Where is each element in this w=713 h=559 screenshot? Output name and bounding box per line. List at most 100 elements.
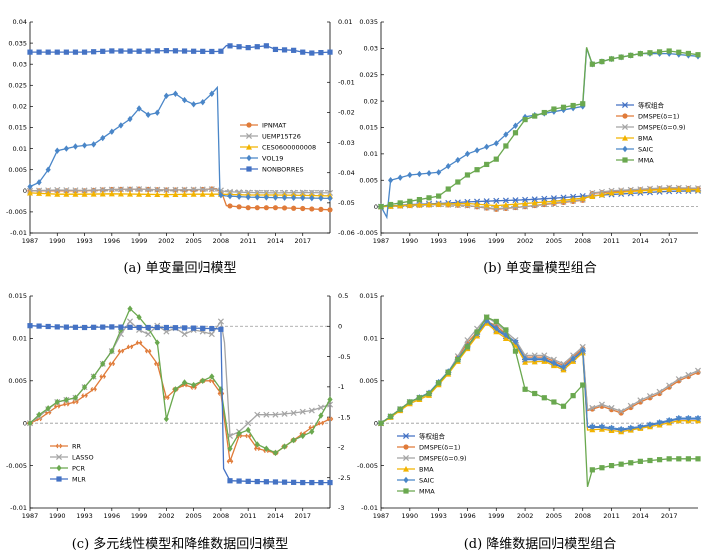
data-point	[109, 347, 115, 355]
legend-label: MMA	[638, 156, 654, 164]
data-point	[675, 186, 682, 192]
legend-marker	[56, 476, 62, 482]
data-point	[560, 403, 567, 409]
data-point	[551, 108, 557, 115]
data-point	[407, 198, 413, 204]
data-point	[589, 189, 596, 196]
x-tick-label: 2017	[294, 512, 311, 520]
data-point	[484, 314, 490, 320]
x-tick-label: 2011	[603, 512, 620, 520]
data-point	[63, 396, 69, 404]
data-point	[45, 49, 51, 55]
data-point	[263, 43, 269, 49]
data-point	[81, 324, 88, 331]
data-point	[666, 456, 672, 462]
legend-marker	[402, 454, 410, 462]
data-point	[646, 393, 653, 400]
data-point	[200, 377, 206, 384]
data-point	[227, 445, 233, 452]
data-point	[191, 325, 197, 331]
data-point	[436, 169, 442, 176]
data-point	[521, 196, 529, 203]
data-point	[579, 343, 586, 350]
data-point	[378, 204, 384, 210]
data-point	[541, 199, 548, 205]
series-LASSO	[26, 318, 334, 439]
data-point	[263, 479, 269, 485]
x-tick-label: 2005	[185, 512, 202, 520]
data-point	[72, 49, 79, 55]
data-point	[172, 186, 179, 193]
data-point	[676, 456, 682, 462]
data-point	[163, 186, 170, 193]
data-point	[512, 348, 519, 354]
data-point	[309, 206, 315, 212]
y2-tick-label: -2	[338, 444, 344, 452]
x-tick-label: 1996	[104, 512, 121, 520]
data-point	[608, 56, 615, 62]
x-tick-label: 1993	[76, 237, 93, 245]
legend-label: RR	[72, 442, 82, 450]
data-point	[550, 198, 557, 204]
x-tick-label: 2002	[517, 512, 534, 520]
legend-label: SAIC	[638, 145, 654, 153]
y-tick-label: 0.015	[359, 124, 378, 132]
panel-caption: (b) 单变量模型组合	[483, 260, 597, 276]
y-tick-label: -0.005	[357, 462, 378, 470]
x-tick-label: 1990	[49, 512, 66, 520]
x-tick-label: 2011	[240, 237, 257, 245]
series-line	[380, 319, 698, 430]
data-point	[327, 207, 333, 213]
chart-panel-b: -0.005 0 0.005 0.01 0.015 0.02 0.025 0.03 0.035 1…	[357, 18, 702, 276]
data-point	[464, 344, 471, 350]
x-tick-label: 2011	[603, 237, 620, 245]
data-point	[181, 325, 188, 331]
data-point	[53, 403, 61, 409]
y-tick-label: 0.015	[8, 124, 27, 132]
legend: IPNMAT UEMP15T26 CES0600000008 VOL19 NONBORR…	[240, 121, 316, 173]
data-point	[63, 49, 69, 55]
x-tick-label: 1990	[402, 237, 419, 245]
data-point	[598, 401, 605, 408]
data-point	[666, 382, 673, 389]
legend-marker	[55, 453, 63, 461]
data-point	[676, 49, 682, 55]
data-point	[618, 408, 625, 415]
y2-tick-label: 0.5	[338, 292, 348, 300]
legend: 等权组合 DMSPE(δ=1) DMSPE(δ=0.9) BMA SAIC MMA	[397, 431, 467, 495]
data-point	[208, 191, 215, 197]
data-point	[318, 206, 324, 212]
data-point	[291, 47, 297, 53]
legend-marker	[621, 101, 629, 109]
series-line	[29, 307, 331, 454]
data-point	[199, 191, 206, 197]
x-tick-label: 2008	[213, 512, 230, 520]
legend-label: NONBORRES	[262, 165, 304, 173]
data-point	[118, 48, 124, 54]
data-point	[181, 191, 188, 197]
x-tick-label: 1990	[402, 512, 419, 520]
data-point	[627, 402, 634, 409]
data-point	[483, 198, 490, 205]
data-point	[426, 201, 433, 207]
data-point	[599, 465, 605, 471]
data-point	[291, 205, 297, 211]
y2-tick-label: 0.01	[338, 18, 352, 26]
series-BMA	[378, 186, 701, 210]
y-tick-label: -0.01	[10, 504, 27, 512]
y-tick-label: 0.005	[359, 176, 378, 184]
series-DMSPE(δ=0.9)	[377, 314, 702, 427]
data-point	[309, 50, 315, 56]
legend-label: 等权组合	[419, 431, 446, 440]
data-point	[435, 200, 442, 207]
data-point	[541, 352, 548, 359]
data-point	[502, 197, 509, 204]
x-tick-label: 1993	[76, 512, 93, 520]
data-point	[163, 324, 169, 331]
data-point	[541, 395, 547, 401]
data-point	[154, 48, 160, 54]
data-point	[99, 190, 106, 197]
data-point	[272, 479, 279, 485]
data-point	[580, 103, 586, 110]
legend-marker	[56, 464, 62, 472]
